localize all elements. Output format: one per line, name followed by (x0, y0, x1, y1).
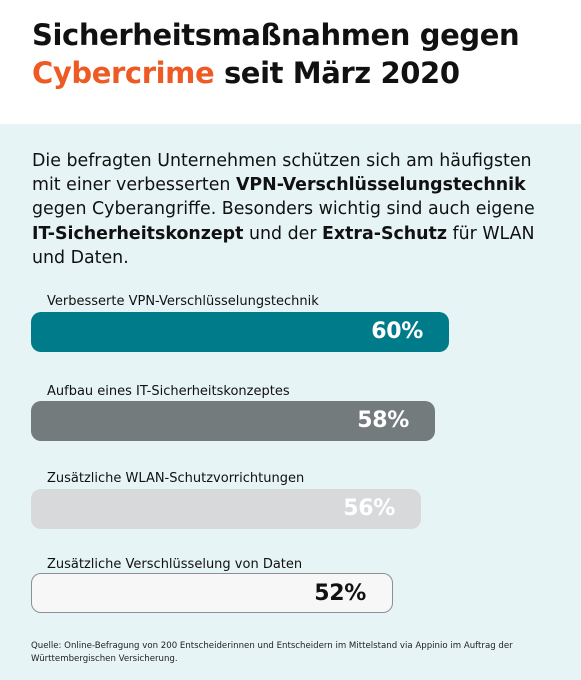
bar-value-label: 56% (343, 496, 395, 521)
bar: 58% (31, 401, 435, 441)
bar-value-label: 52% (314, 581, 366, 606)
title-line-1: Sicherheitsmaßnahmen gegen (32, 18, 520, 52)
bar-label: Zusätzliche WLAN-Schutzvorrichtungen (47, 471, 305, 486)
bar-label: Zusätzliche Verschlüsselung von Daten (47, 557, 303, 572)
intro-part-4: für WLAN und Daten. (32, 223, 535, 268)
source-note: Quelle: Online-Befragung von 200 Entsche… (31, 641, 513, 664)
bar-label: Verbesserte VPN-Verschlüsselungstechnik (47, 294, 319, 309)
title-accent: Cybercrime (32, 56, 215, 90)
bar-value-label: 60% (371, 319, 423, 344)
bar: 60% (31, 312, 449, 352)
bar-label: Aufbau eines IT-Sicherheitskonzeptes (47, 384, 290, 399)
intro-highlight-it-concept: IT-Sicherheitskonzept (32, 223, 244, 244)
intro-part-2: gegen Cyberangriffe. Besonders wichtig s… (32, 199, 535, 220)
header: Sicherheitsmaßnahmen gegen Cybercrime se… (0, 0, 581, 124)
bar: 56% (31, 489, 421, 529)
intro-part-3: und der (243, 223, 323, 244)
intro-text: Die befragten Unternehmen schützen sich … (32, 149, 552, 270)
intro-highlight-vpn: VPN-Verschlüsselungstechnik (235, 175, 526, 196)
page-title: Sicherheitsmaßnahmen gegen Cybercrime se… (32, 16, 520, 92)
intro-part-1: Die befragten Unternehmen schützen sich … (32, 151, 532, 196)
bar-value-label: 58% (357, 408, 409, 433)
title-line-2-rest: seit März 2020 (214, 56, 460, 90)
bar: 52% (31, 573, 393, 613)
intro-highlight-extra-protection: Extra-Schutz (322, 223, 447, 244)
